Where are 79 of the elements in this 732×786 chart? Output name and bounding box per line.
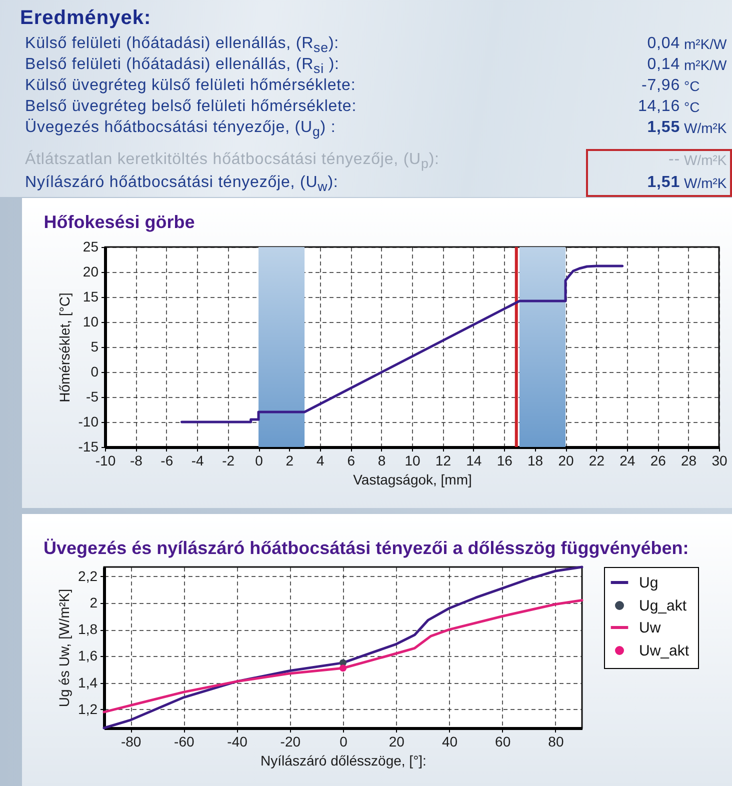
text: Belső felületi (hőátadási) ellenállás, (R$_{si}$ ):: [25, 56, 340, 76]
chart-title: Hőfokesési görbe: [44, 212, 195, 232]
legend-label: Ug: [639, 574, 658, 592]
x-tick-label: -20: [280, 734, 301, 750]
y-tick-label: 5: [90, 338, 99, 354]
x-tick-label: -6: [160, 452, 174, 468]
x-tick-label: 2: [286, 452, 294, 468]
text: °C: [684, 98, 700, 117]
legend-label: Ug_akt: [639, 598, 688, 614]
x-tick-label: 30: [712, 452, 728, 468]
text: Külső üvegréteg külső felületi hőmérséklete:: [25, 76, 356, 96]
text: m²K/W: [684, 56, 727, 75]
legend-label: Uw: [639, 620, 661, 636]
text: W/m²K: [684, 151, 727, 170]
text: 14,16: [638, 97, 680, 117]
x-tick-label: 20: [388, 734, 405, 750]
y-tick-label: 0: [90, 364, 99, 380]
x-tick-label: -2: [222, 452, 235, 468]
x-tick-label: 6: [347, 452, 356, 468]
text: Eredmények:: [20, 6, 152, 30]
line-series: [180, 264, 624, 424]
x-axis-title: Vastagságok, [mm]: [353, 472, 472, 488]
x-axis-title: Nyílászáró dőlésszöge, [°]:: [260, 752, 426, 768]
legend-label: Uw_akt: [639, 642, 690, 660]
y-axis-title: Hőmérséklet, [°C]: [56, 292, 72, 402]
line-series: [102, 599, 584, 714]
y-tick-label: 1,2: [78, 700, 98, 717]
text: Külső felületi (hőátadási) ellenállás, (R$_{se}$):: [25, 35, 340, 56]
x-tick-label: 22: [588, 452, 605, 468]
y-tick-label: -10: [78, 414, 99, 430]
text: Átlátszatlan keretkitöltés hőátbocsátási tényezője, (U$_{p}$):: [25, 150, 440, 174]
x-tick-label: -80: [120, 734, 142, 750]
y-tick-label: -15: [78, 438, 99, 454]
x-tick-label: -4: [191, 452, 204, 468]
x-tick-label: 24: [620, 452, 636, 468]
x-tick-label: 0: [340, 734, 348, 750]
y-tick-label: 2,2: [78, 568, 98, 584]
text: 1,55: [647, 118, 680, 138]
x-tick-label: 28: [681, 452, 697, 468]
y-tick-label: 1,4: [78, 674, 98, 690]
text: 0,04: [647, 34, 680, 54]
y-tick-label: 20: [82, 264, 99, 280]
text: °C: [684, 77, 700, 96]
x-tick-label: 26: [650, 452, 666, 468]
x-tick-label: 10: [404, 452, 420, 468]
chart-title: Üvegezés és nyílászáró hőátbocsátási tényezői a dőlésszög függvényében:: [44, 538, 689, 558]
x-tick-label: 20: [558, 452, 574, 468]
x-tick-label: -40: [227, 734, 248, 750]
y-tick-label: 1,6: [78, 648, 98, 664]
y-tick-label: 2: [90, 594, 98, 610]
text: --: [668, 150, 680, 170]
text: 0,14: [647, 55, 680, 75]
text: -7,96: [642, 76, 680, 96]
y-tick-label: 1,8: [78, 621, 98, 638]
text: m²K/W: [684, 35, 727, 54]
x-tick-label: 8: [378, 452, 386, 468]
y-axis-title: Ug és Uw, [W/m²K]: [56, 588, 72, 708]
text: 1,51: [647, 173, 680, 193]
x-tick-label: 60: [495, 734, 511, 750]
text: Üvegezés hőátbocsátási tényezője, (U$_{g}$) :: [25, 118, 336, 142]
text: W/m²K: [684, 174, 727, 193]
text: Nyílászáró hőátbocsátási tényezője, (U$_{w}$):: [25, 173, 338, 196]
x-tick-label: 14: [466, 452, 482, 468]
x-tick-label: 12: [435, 452, 452, 468]
x-tick-label: -60: [174, 734, 194, 750]
x-tick-label: 80: [548, 734, 564, 750]
line-series: [102, 566, 584, 730]
x-tick-label: 0: [255, 452, 264, 468]
y-tick-label: -5: [86, 388, 99, 404]
y-tick-label: 10: [82, 314, 99, 330]
x-tick-label: 40: [442, 734, 458, 750]
y-tick-label: 15: [82, 288, 99, 304]
y-tick-label: 25: [82, 238, 99, 254]
x-tick-label: 16: [496, 452, 513, 468]
x-tick-label: -8: [130, 452, 143, 468]
text: Belső üvegréteg belső felületi hőmérséklete:: [25, 97, 357, 117]
x-tick-label: 4: [316, 452, 324, 468]
text: W/m²K: [684, 119, 727, 138]
x-tick-label: 18: [528, 452, 544, 468]
